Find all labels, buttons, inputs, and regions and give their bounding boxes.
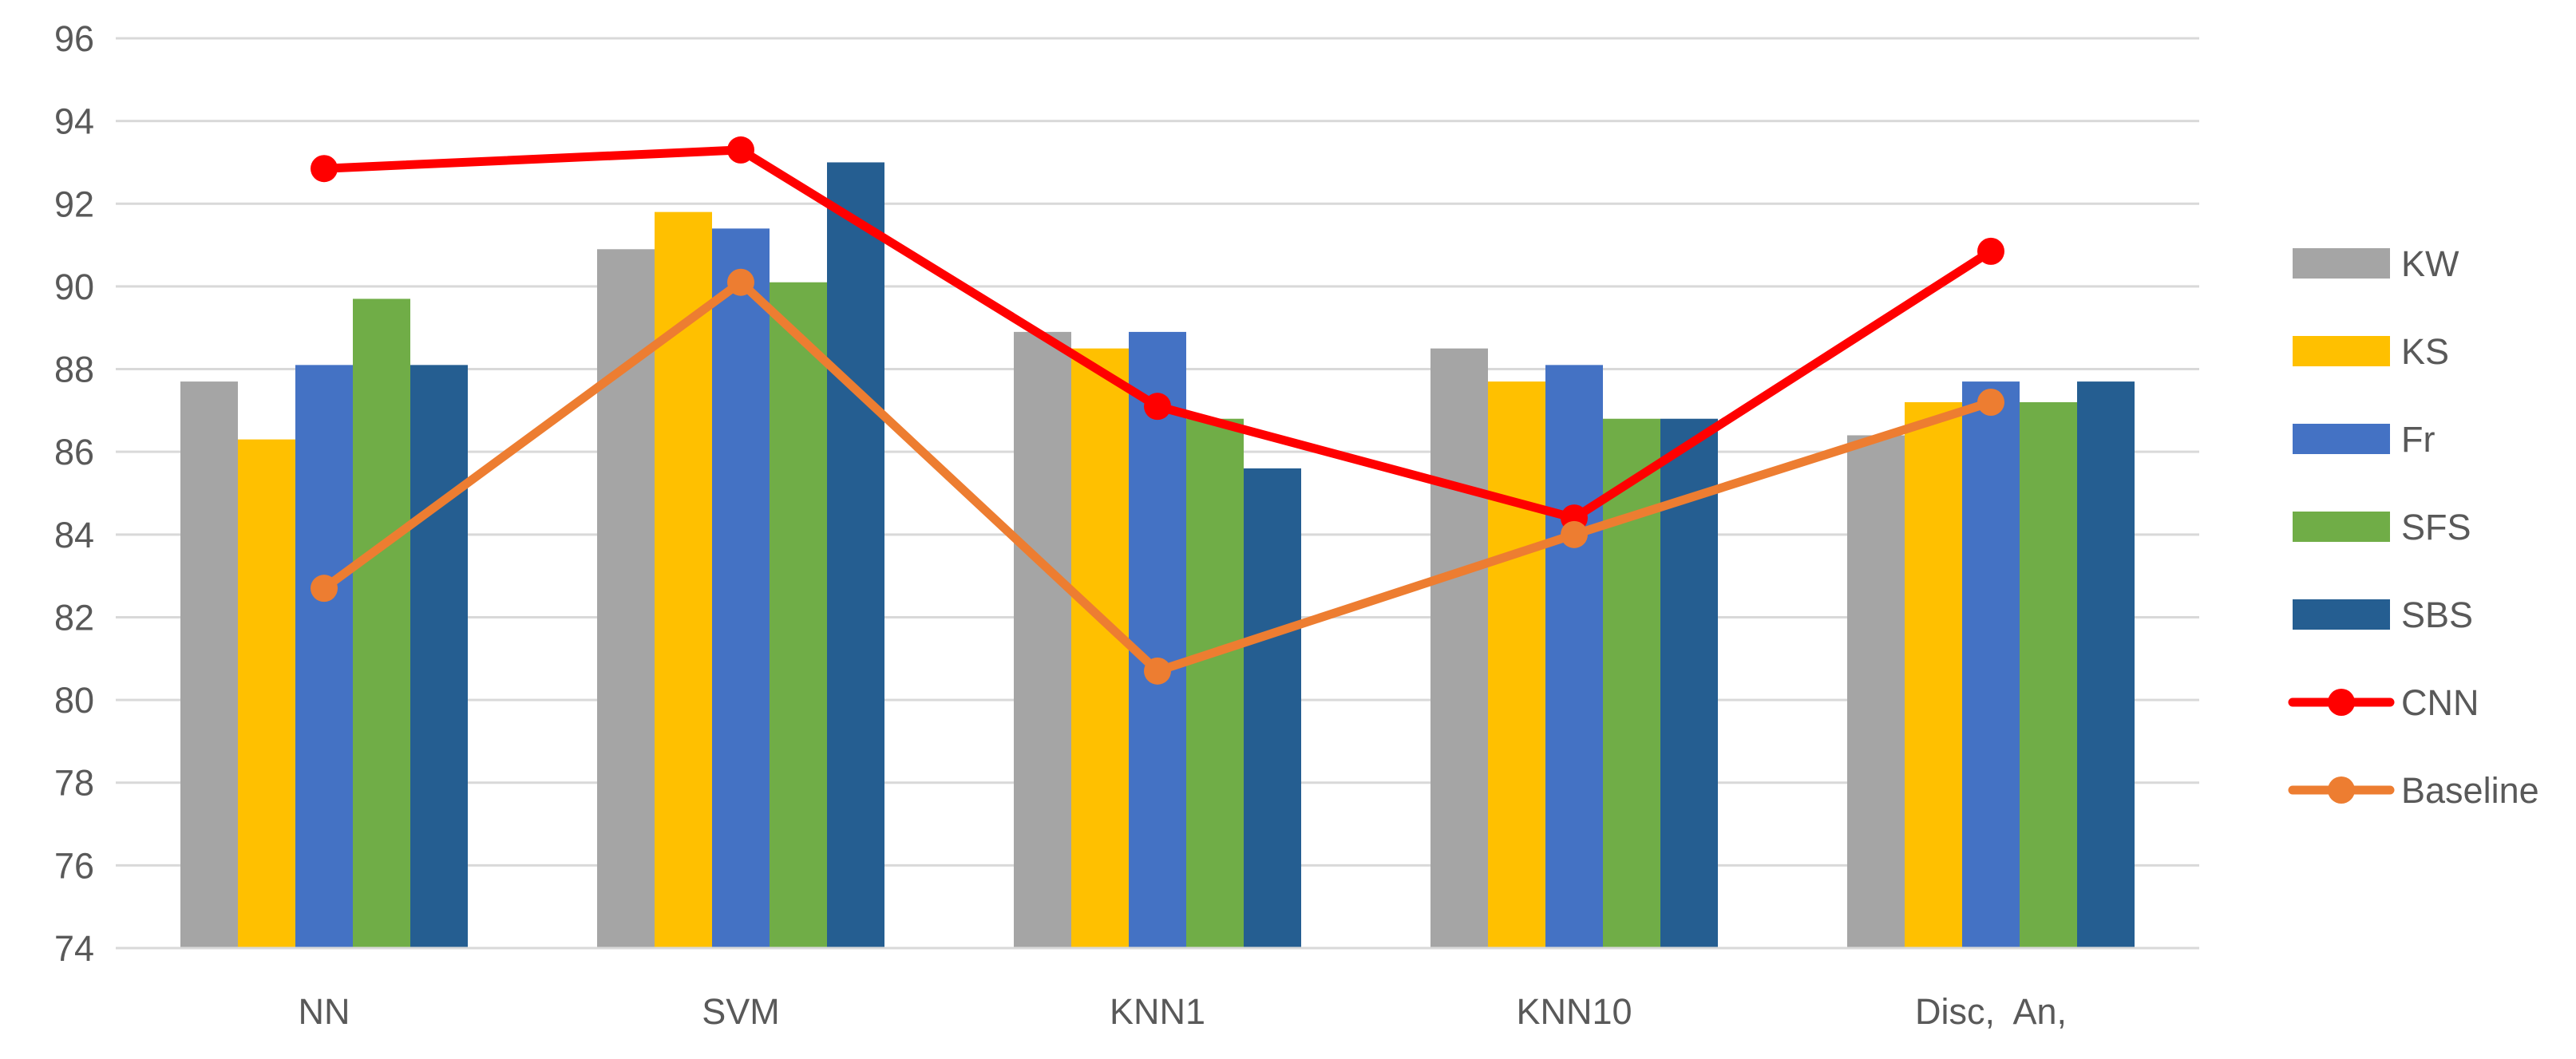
legend-label: KS	[2401, 331, 2449, 372]
legend-swatch	[2293, 512, 2390, 542]
bar-sfs-disc-an	[2020, 402, 2077, 948]
legend-label: CNN	[2401, 682, 2479, 723]
lines	[311, 136, 2004, 685]
legend-marker	[2328, 776, 2355, 804]
bar-fr-knn1	[1129, 331, 1186, 949]
bar-sfs-knn1	[1186, 418, 1244, 948]
bar-kw-knn10	[1430, 348, 1488, 948]
bar-sfs-svm	[770, 282, 827, 948]
bar-kw-nn	[180, 381, 238, 948]
bar-sbs-disc-an	[2077, 381, 2135, 948]
legend-swatch	[2293, 424, 2390, 454]
legend-label: Fr	[2401, 419, 2435, 460]
legend-swatch	[2293, 336, 2390, 366]
bar-kw-knn1	[1014, 331, 1071, 949]
legend-item-baseline: Baseline	[2288, 770, 2539, 811]
bar-ks-disc-an	[1905, 402, 1962, 948]
legend-marker	[2328, 689, 2355, 716]
x-tick-label: KNN1	[1110, 991, 1205, 1032]
legend-label: KW	[2401, 243, 2459, 284]
legend-label: Baseline	[2401, 770, 2539, 811]
point-cnn-disc-an	[1977, 237, 2004, 265]
point-cnn-knn1	[1144, 393, 1171, 421]
y-tick-label: 82	[54, 597, 94, 638]
bar-sbs-knn1	[1244, 468, 1301, 948]
point-baseline-svm	[727, 268, 754, 296]
bar-fr-knn10	[1545, 365, 1603, 948]
x-axis-ticks: NN SVM KNN1 KNN10 Disc, An,	[299, 991, 2068, 1032]
y-tick-label: 86	[54, 432, 94, 472]
y-tick-label: 78	[54, 763, 94, 804]
x-tick-label: Disc, An,	[1915, 991, 2067, 1032]
y-tick-label: 88	[54, 350, 94, 390]
point-cnn-nn	[311, 155, 338, 183]
y-tick-label: 84	[54, 515, 94, 555]
bar-sfs-nn	[353, 298, 410, 948]
y-axis-ticks: 74 76 78 80 82 84 86 88 90 92 94 96	[54, 18, 94, 969]
legend-item-sbs: SBS	[2293, 595, 2473, 635]
legend-swatch	[2293, 248, 2390, 279]
bar-sbs-svm	[827, 162, 884, 949]
legend-item-kw: KW	[2293, 243, 2459, 284]
bars	[180, 162, 2135, 949]
legend-item-ks: KS	[2293, 331, 2449, 372]
y-tick-label: 94	[54, 101, 94, 142]
y-tick-label: 80	[54, 680, 94, 721]
x-tick-label: SVM	[702, 991, 780, 1032]
y-tick-label: 74	[54, 928, 94, 969]
bar-ks-knn1	[1071, 348, 1129, 948]
bar-kw-disc-an	[1847, 435, 1905, 948]
bar-ks-knn10	[1488, 381, 1545, 948]
bar-sbs-nn	[410, 365, 468, 948]
legend-swatch	[2293, 599, 2390, 630]
bar-fr-svm	[712, 228, 770, 948]
point-baseline-knn1	[1144, 657, 1171, 685]
x-tick-label: NN	[299, 991, 350, 1032]
point-cnn-svm	[727, 136, 754, 164]
point-baseline-disc-an	[1977, 389, 2004, 416]
legend: KW KS Fr SFS SBS CNN Baseline	[2288, 243, 2539, 811]
y-tick-label: 90	[54, 267, 94, 307]
bar-ks-nn	[238, 439, 295, 948]
legend-label: SFS	[2401, 507, 2471, 547]
bar-fr-disc-an	[1962, 381, 2020, 948]
y-tick-label: 76	[54, 845, 94, 886]
legend-item-sfs: SFS	[2293, 507, 2471, 547]
y-tick-label: 92	[54, 184, 94, 224]
point-baseline-nn	[311, 575, 338, 603]
x-tick-label: KNN10	[1516, 991, 1632, 1032]
legend-label: SBS	[2401, 595, 2473, 635]
y-tick-label: 96	[54, 18, 94, 59]
point-baseline-knn10	[1561, 520, 1588, 548]
legend-item-fr: Fr	[2293, 419, 2435, 460]
bar-fr-nn	[295, 365, 353, 948]
legend-item-cnn: CNN	[2288, 682, 2479, 723]
